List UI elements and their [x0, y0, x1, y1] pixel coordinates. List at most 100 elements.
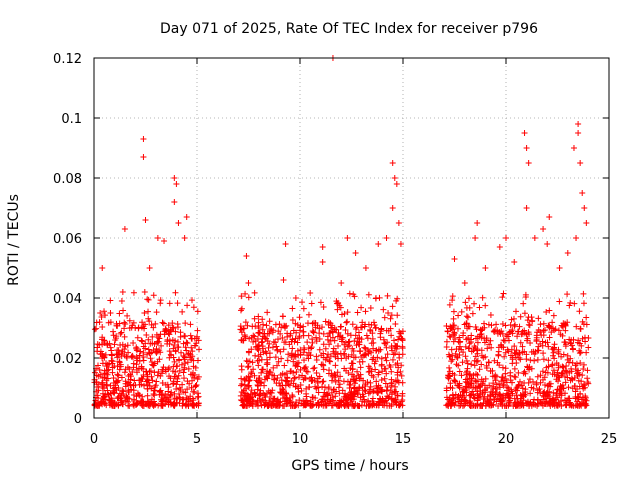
data-point — [329, 372, 336, 379]
data-point — [389, 160, 396, 166]
data-point — [350, 348, 357, 355]
data-point — [579, 190, 586, 196]
data-point — [243, 402, 250, 409]
data-point — [577, 160, 584, 166]
data-point — [337, 373, 344, 380]
data-point — [474, 402, 481, 409]
data-point — [528, 384, 535, 391]
data-point — [527, 390, 534, 397]
data-point — [367, 305, 374, 312]
data-point — [384, 383, 391, 390]
data-point — [238, 336, 245, 343]
data-point — [91, 326, 98, 333]
data-point — [297, 351, 304, 358]
data-point — [336, 390, 343, 397]
data-point — [273, 362, 280, 369]
data-point — [537, 321, 544, 328]
data-point — [151, 392, 158, 399]
data-point — [370, 388, 377, 395]
data-point — [255, 362, 262, 369]
data-point — [182, 360, 189, 367]
data-point — [114, 354, 121, 361]
data-point — [530, 378, 537, 385]
data-point — [577, 391, 584, 398]
data-point — [365, 350, 372, 357]
data-point — [289, 392, 296, 399]
data-point — [274, 374, 281, 381]
y-tick-label: 0.02 — [53, 352, 82, 367]
data-point — [251, 289, 258, 296]
data-point — [169, 368, 176, 375]
data-point — [367, 389, 374, 396]
data-point — [102, 390, 109, 397]
x-tick-label: 0 — [90, 432, 98, 447]
data-point — [514, 328, 521, 335]
data-point — [528, 365, 535, 372]
data-point — [300, 323, 307, 330]
data-point — [139, 338, 146, 345]
data-point — [241, 376, 248, 383]
data-point — [260, 321, 267, 328]
data-point — [288, 338, 295, 345]
data-point — [316, 336, 323, 343]
data-point — [301, 365, 308, 372]
data-point — [388, 391, 395, 398]
data-point — [384, 339, 391, 346]
data-point — [337, 304, 344, 311]
data-point — [339, 387, 346, 394]
data-point — [109, 358, 116, 365]
data-point — [142, 217, 149, 223]
data-point — [345, 401, 352, 408]
data-point — [255, 319, 262, 326]
data-point — [360, 377, 367, 384]
data-point — [498, 328, 505, 335]
data-point — [388, 380, 395, 387]
data-point — [248, 369, 255, 376]
data-point — [326, 341, 333, 348]
data-point — [269, 387, 276, 394]
data-point — [346, 290, 353, 297]
data-point — [133, 347, 140, 354]
data-point — [446, 368, 453, 375]
data-point — [95, 387, 102, 394]
data-point — [388, 368, 395, 375]
data-point — [133, 393, 140, 400]
data-point — [168, 352, 175, 359]
data-point — [447, 325, 454, 332]
data-point — [281, 391, 288, 398]
data-point — [381, 402, 388, 409]
data-point — [550, 312, 557, 319]
data-point — [115, 402, 122, 409]
data-point — [375, 241, 382, 247]
data-point — [551, 355, 558, 362]
data-point — [334, 300, 341, 307]
data-point — [487, 312, 494, 319]
data-point — [164, 336, 171, 343]
data-point — [499, 320, 506, 327]
data-point — [327, 358, 334, 365]
data-point — [241, 333, 248, 340]
data-point — [237, 307, 244, 314]
data-point — [254, 397, 261, 404]
data-point — [464, 375, 471, 382]
data-point — [481, 320, 488, 327]
data-point — [451, 256, 458, 262]
data-point — [365, 390, 372, 397]
plot-frame — [93, 57, 610, 419]
data-point — [98, 313, 105, 320]
data-point — [509, 330, 516, 337]
data-point — [289, 317, 296, 324]
data-point — [122, 398, 129, 405]
data-point — [572, 388, 579, 395]
data-point — [278, 355, 285, 362]
data-point — [320, 304, 327, 311]
data-point — [287, 398, 294, 405]
data-point — [351, 402, 358, 409]
data-point — [142, 345, 149, 352]
data-point — [550, 367, 557, 374]
data-point — [295, 385, 302, 392]
data-point — [292, 335, 299, 342]
data-point — [506, 329, 513, 336]
data-point — [517, 313, 524, 320]
data-point — [462, 343, 469, 350]
